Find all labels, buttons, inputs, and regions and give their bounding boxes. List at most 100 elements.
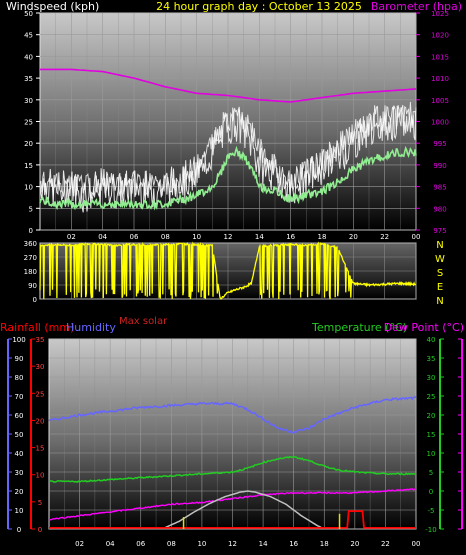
windspeed-tick-label: 40 (24, 53, 33, 61)
barometer-tick-label: 1005 (431, 97, 449, 105)
windspeed-tick-label: 0 (29, 227, 33, 235)
windspeed-axis: 0 5 10 15 20 25 30 35 40 45 50 (24, 10, 40, 235)
windspeed-tick-label: 30 (24, 97, 33, 105)
barometer-tick-label: 975 (433, 227, 446, 235)
compass-label: N (436, 240, 443, 251)
direction-tick-label: 90 (28, 282, 37, 290)
temperature-line (48, 455, 417, 483)
rain-axis: 0 5 10 15 20 25 30 35 (31, 336, 44, 534)
temp-tick-label: -5 (428, 507, 435, 515)
barometer-tick-label: 1020 (431, 32, 449, 40)
barometer-tick-label: 985 (433, 184, 446, 192)
temp-tick-label: 40 (427, 336, 436, 344)
humidity-tick-label: 60 (15, 412, 24, 420)
barometer-axis: 975 980 985 990 995 1000 1005 1010 1015 1020 1025 (416, 10, 449, 235)
time-tick-label: 00 (412, 233, 421, 241)
header-left-label: Windspeed (kph) (6, 0, 99, 13)
temperature-series (48, 396, 417, 530)
direction-tick-label: 180 (24, 268, 37, 276)
humidity-tick-label: 20 (15, 488, 24, 496)
time-tick-label: 04 (98, 233, 107, 241)
direction-tick-label: 360 (24, 240, 37, 248)
temp-time-tick-label: 10 (197, 540, 206, 548)
windspeed-tick-label: 5 (29, 205, 33, 213)
rain-tick-label: 20 (36, 417, 45, 425)
dewpoint-line (48, 488, 417, 521)
barometer-tick-label: 995 (433, 140, 446, 148)
humidity-tick-label: 0 (17, 526, 21, 534)
temp-tick-label: 30 (427, 374, 436, 382)
temp-time-tick-label: 08 (167, 540, 176, 548)
temp-tick-label: -10 (425, 526, 436, 534)
rainfall-line (49, 510, 416, 529)
compass-label: E (437, 282, 443, 293)
wind-time-axis: 02 04 06 08 10 12 14 16 18 20 22 00 (67, 233, 421, 241)
rain-tick-label: 25 (36, 390, 45, 398)
legend-humidity: Humidity (66, 321, 116, 334)
time-tick-label: 10 (192, 233, 201, 241)
humidity-line (48, 396, 417, 435)
time-tick-label: 08 (161, 233, 170, 241)
header-right-label: Barometer (hpa) (371, 0, 462, 13)
compass-label: S (437, 268, 443, 279)
compass-label: W (435, 254, 445, 265)
time-tick-label: 06 (130, 233, 139, 241)
time-tick-label: 12 (224, 233, 233, 241)
legend-temperature: Temperature (°C) (311, 321, 407, 334)
windspeed-tick-label: 50 (24, 10, 33, 18)
time-tick-label: 02 (67, 233, 76, 241)
temp-tick-label: 35 (427, 355, 436, 363)
temperature-axis: -10 -5 0 5 10 15 20 25 30 35 40 (425, 336, 462, 534)
gust-line (39, 101, 417, 201)
humidity-tick-label: 70 (15, 393, 24, 401)
wind-barometer-series (39, 68, 417, 213)
time-tick-label: 18 (318, 233, 327, 241)
temp-time-tick-label: 06 (136, 540, 145, 548)
barometer-tick-label: 1015 (431, 53, 449, 61)
barometer-tick-label: 1010 (431, 75, 449, 83)
windspeed-tick-label: 45 (24, 32, 33, 40)
temp-time-tick-label: 14 (259, 540, 268, 548)
direction-tick-label: 0 (33, 296, 37, 304)
temp-tick-label: 0 (429, 488, 433, 496)
windspeed-tick-label: 35 (24, 75, 33, 83)
average-wind-line (39, 145, 417, 211)
humidity-tick-label: 40 (15, 450, 24, 458)
compass-label: N (436, 296, 443, 307)
legend-max-solar: Max solar (119, 316, 168, 327)
temp-tick-label: 15 (427, 431, 436, 439)
direction-axis: 0 90 180 270 360 (24, 240, 37, 304)
barometer-line (40, 68, 417, 103)
temperature-grid (49, 338, 417, 530)
barometer-tick-label: 980 (433, 205, 446, 213)
humidity-tick-label: 50 (15, 431, 24, 439)
humidity-tick-label: 30 (15, 469, 24, 477)
temperature-time-axis: 02 04 06 08 10 12 14 16 18 20 22 00 (75, 540, 420, 548)
windspeed-tick-label: 25 (24, 119, 33, 127)
humidity-tick-label: 90 (15, 355, 24, 363)
barometer-tick-label: 1000 (431, 119, 449, 127)
temp-tick-label: 25 (427, 393, 436, 401)
humidity-axis: 0 10 20 30 40 50 60 70 80 90 100 (8, 336, 26, 534)
time-tick-label: 20 (349, 233, 358, 241)
rain-tick-label: 5 (38, 499, 42, 507)
rain-tick-label: 0 (38, 526, 42, 534)
temp-time-tick-label: 18 (320, 540, 329, 548)
legend-dewpoint: Dew Point (°C) (384, 321, 464, 334)
direction-tick-label: 270 (24, 254, 37, 262)
direction-series (39, 241, 417, 301)
rain-tick-label: 30 (36, 363, 45, 371)
temp-tick-label: 10 (427, 450, 436, 458)
temp-time-tick-label: 16 (289, 540, 298, 548)
max-solar-line (163, 490, 325, 530)
humidity-tick-label: 80 (15, 374, 24, 382)
barometer-tick-label: 990 (433, 162, 446, 170)
header-title: 24 hour graph day : October 13 2025 (156, 0, 362, 13)
temp-time-tick-label: 04 (106, 540, 115, 548)
time-tick-label: 22 (380, 233, 389, 241)
